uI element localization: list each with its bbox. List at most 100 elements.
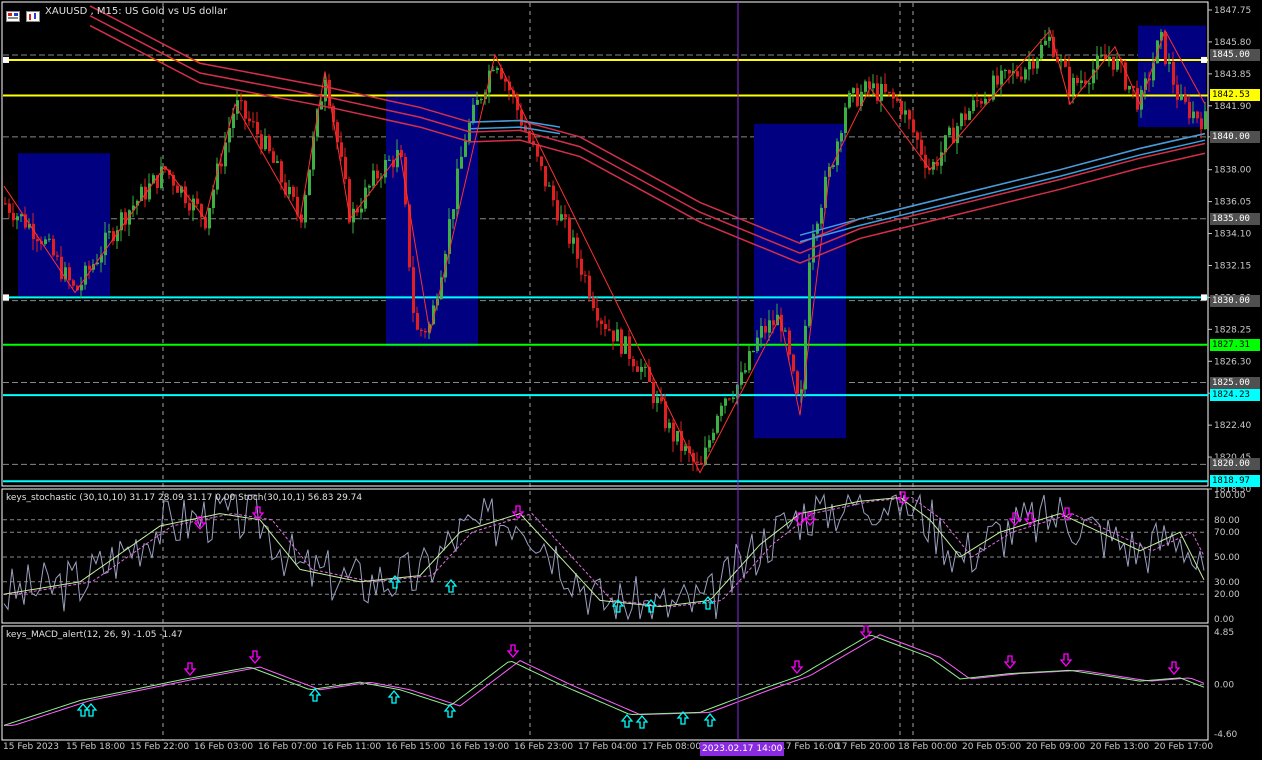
grid-lines (3, 3, 1208, 740)
candle-body (788, 330, 791, 355)
chart-menu-icon[interactable] (6, 7, 20, 22)
macd-level-label: -4.60 (1214, 730, 1238, 740)
candle-body (288, 186, 291, 195)
candle-body (100, 255, 103, 263)
candle-body (1200, 118, 1203, 130)
candle-body (948, 127, 951, 136)
candle-body (896, 98, 899, 101)
candle-body (1000, 70, 1003, 85)
candle-body (1048, 36, 1051, 41)
stoch-panel-frame (1, 488, 1209, 624)
stoch-level-label: 100.00 (1214, 491, 1246, 501)
candle-body (236, 100, 239, 114)
candle-body (8, 203, 11, 213)
zone-boxes (18, 25, 1206, 439)
candle-body (944, 135, 947, 153)
candle-body (1132, 85, 1135, 89)
candle-body (680, 430, 683, 451)
candle-body (1196, 111, 1199, 119)
level-handle (1201, 294, 1207, 301)
candle-body (464, 141, 467, 157)
candle-body (1068, 66, 1071, 95)
candle-body (740, 372, 743, 385)
candle-body (580, 258, 583, 275)
candle-body (568, 217, 571, 244)
price-label: 1820.00 (1210, 458, 1260, 471)
candle-body (208, 208, 211, 229)
time-label: 16 Feb 15:00 (386, 742, 446, 752)
price-label: 1845.00 (1210, 49, 1260, 62)
chart-type-icon[interactable] (26, 7, 40, 22)
candle-body (228, 128, 231, 143)
candle-body (492, 69, 495, 71)
candle-body (64, 267, 67, 280)
candle-body (964, 113, 967, 120)
time-label: 20 Feb 17:00 (1154, 742, 1214, 752)
candle-body (1036, 58, 1039, 69)
candle-body (988, 98, 991, 100)
candle-body (860, 91, 863, 107)
candle-body (1004, 70, 1007, 72)
price-tick-label: 1818.50 (1214, 485, 1251, 495)
candle-body (1128, 85, 1131, 90)
horizontal-levels[interactable] (3, 56, 1208, 483)
candle-body (312, 136, 315, 170)
stoch-level-label: 0.00 (1214, 615, 1234, 625)
price-tick-label: 1841.90 (1214, 102, 1251, 112)
candle-body (136, 200, 139, 206)
arrow-down-icon (1008, 512, 1022, 527)
candle-body (1096, 55, 1099, 70)
candle-body (348, 179, 351, 223)
candle-body (976, 100, 979, 102)
candle-body (424, 331, 427, 333)
candle-body (36, 239, 39, 242)
level-handle (3, 294, 9, 301)
candle-body (620, 329, 623, 354)
candle-body (820, 207, 823, 224)
arrow-down-icon (193, 516, 207, 531)
price-tick-label: 1826.30 (1214, 357, 1251, 367)
candle-body (520, 110, 523, 126)
candle-body (764, 325, 767, 333)
arrow-down-icon (896, 491, 910, 506)
candle-body (572, 237, 575, 244)
candle-body (608, 329, 611, 331)
candle-body (4, 203, 7, 205)
stoch-main-line (3, 496, 1205, 608)
candle-body (24, 214, 27, 228)
candle-body (1088, 83, 1091, 85)
candle-body (292, 186, 295, 197)
candle-body (768, 320, 771, 333)
arrow-down-icon (1023, 512, 1037, 527)
candle-body (748, 351, 751, 371)
candle-body (1076, 77, 1079, 83)
candle-body (596, 308, 599, 321)
candle-body (1024, 69, 1027, 80)
price-axis: 1847.751845.801843.851841.901840.001838.… (1208, 6, 1251, 495)
candle-body (56, 255, 59, 257)
candle-body (616, 329, 619, 342)
candle-body (476, 99, 479, 105)
candle-body (452, 209, 455, 220)
candle-body (980, 100, 983, 104)
candle-body (864, 81, 867, 92)
time-label: 20 Feb 13:00 (1090, 742, 1150, 752)
macd-level-label: 4.85 (1214, 628, 1234, 638)
candle-body (804, 325, 807, 390)
candle-body (636, 366, 639, 372)
candle-body (116, 230, 119, 242)
candle-body (660, 397, 663, 402)
stoch-level-label: 50.00 (1214, 553, 1240, 563)
candle-body (460, 156, 463, 169)
candle-body (672, 422, 675, 442)
arrow-down-icon (1167, 661, 1181, 676)
candle-body (300, 214, 303, 223)
candle-body (960, 113, 963, 127)
candle-body (612, 330, 615, 342)
candle-body (1044, 40, 1047, 45)
candle-body (52, 238, 55, 256)
price-tick-label: 1822.40 (1214, 421, 1251, 431)
candle-body (120, 212, 123, 231)
candle-body (132, 205, 135, 211)
